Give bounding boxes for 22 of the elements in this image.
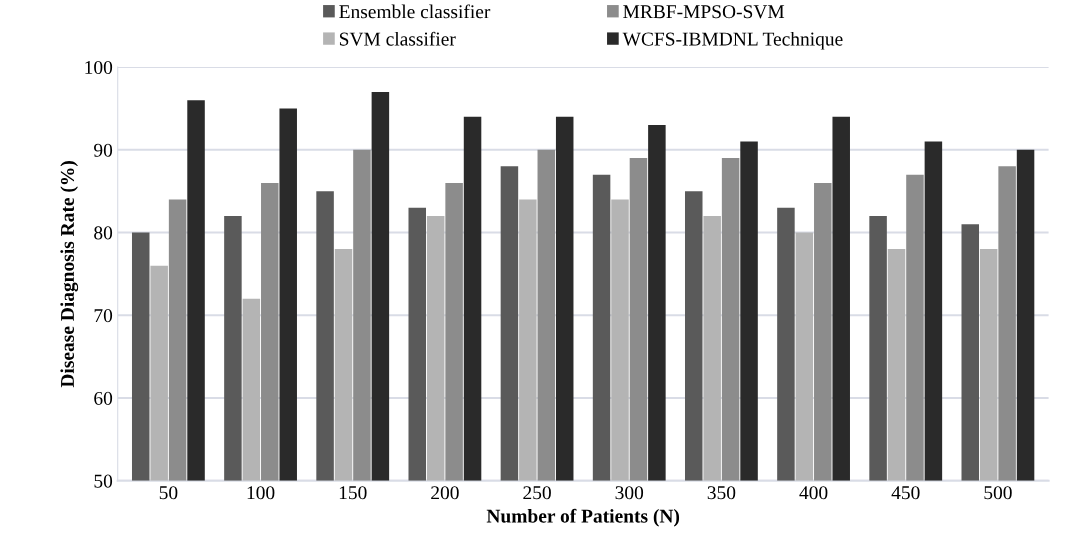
y-tick-label: 60 xyxy=(94,391,113,405)
x-tick-label: 400 xyxy=(799,486,828,500)
x-tick-label: 50 xyxy=(159,486,178,500)
x-tick-label: 500 xyxy=(984,486,1012,500)
legend-label: Ensemble classifier xyxy=(339,4,491,19)
y-tick-label: 90 xyxy=(94,143,113,157)
x-tick-label: 350 xyxy=(707,486,736,500)
x-tick-label: 150 xyxy=(339,486,367,500)
y-tick-label: 70 xyxy=(94,309,113,323)
y-tick-label: 100 xyxy=(85,60,113,75)
legend-label: MRBF-MPSO-SVM xyxy=(623,5,785,19)
x-tick-label: 300 xyxy=(615,486,644,500)
x-axis-title: Number of Patients (N) xyxy=(486,508,680,527)
x-tick-label: 100 xyxy=(247,486,275,500)
y-tick-label: 80 xyxy=(94,226,113,240)
y-axis-title: Disease Diagnosis Rate (%) xyxy=(60,161,79,388)
x-tick-label: 450 xyxy=(891,486,920,500)
legend-label: SVM classifier xyxy=(339,31,456,46)
x-tick-label: 250 xyxy=(523,486,551,500)
legend-label: WCFS-IBMDNL Technique xyxy=(622,31,843,50)
y-tick-label: 50 xyxy=(94,474,113,488)
x-tick-label: 200 xyxy=(431,486,459,500)
